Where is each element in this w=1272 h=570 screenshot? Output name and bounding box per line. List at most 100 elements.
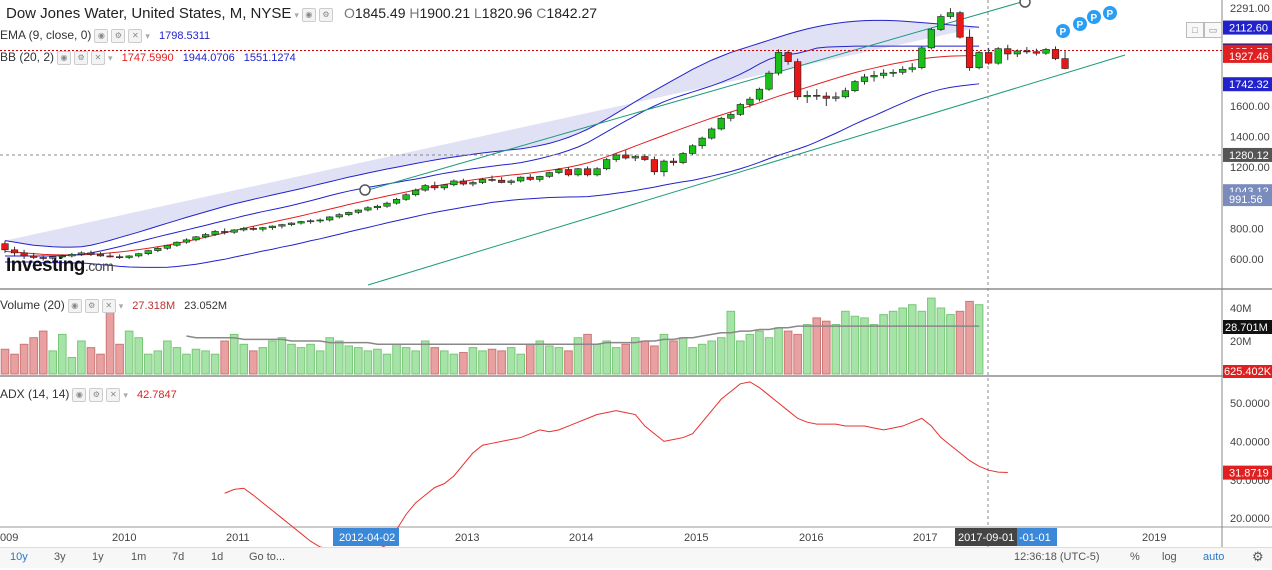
volume-bar: [363, 350, 373, 375]
time-tick-label: 2010: [112, 532, 136, 544]
volume-bar: [105, 310, 115, 375]
range-7d[interactable]: 7d: [172, 551, 185, 563]
candle-body: [631, 156, 639, 159]
price-badge-label: 1280.12: [1229, 150, 1269, 162]
volume-bar: [315, 350, 325, 375]
minimize-icon[interactable]: ▭: [1204, 22, 1222, 38]
volume-bar: [860, 317, 869, 375]
volume-bar: [611, 347, 621, 375]
chevron-down-icon[interactable]: ▾: [118, 301, 124, 311]
dividend-marker-label: P: [1107, 9, 1114, 20]
volume-bar: [306, 343, 315, 375]
high-value: 1900.21: [419, 5, 471, 21]
range-1m[interactable]: 1m: [131, 551, 147, 563]
volume-bar: [29, 337, 38, 375]
close-icon[interactable]: ✕: [106, 388, 121, 403]
candle-body: [975, 52, 983, 69]
candle-body: [946, 12, 955, 17]
ema-legend[interactable]: EMA (9, close, 0) ◉ ⚙ ✕ ▾ 1798.5311: [0, 28, 210, 44]
candle-body: [478, 179, 487, 183]
bb-legend[interactable]: BB (20, 2) ◉ ⚙ ✕ ▾ 1747.5990 1944.0706 1551.…: [0, 50, 296, 66]
candle-body: [354, 209, 362, 213]
chevron-down-icon[interactable]: ▾: [123, 390, 128, 400]
chevron-down-icon[interactable]: ▾: [294, 10, 299, 20]
settings-icon[interactable]: ⚙: [74, 51, 89, 66]
candle-body: [937, 16, 945, 30]
time-highlight-start-label: 2012-04-02: [339, 532, 395, 544]
volume-bar: [631, 337, 640, 375]
price-badge-label: 1927.46: [1229, 51, 1269, 63]
range-3y[interactable]: 3y: [54, 551, 66, 563]
goto-button[interactable]: Go to...: [249, 551, 286, 563]
gear-icon[interactable]: ⚙: [1252, 549, 1264, 564]
candle-body: [669, 160, 678, 163]
candle-body: [717, 117, 725, 130]
candle-body: [278, 224, 286, 227]
close-icon[interactable]: ✕: [101, 299, 116, 314]
candle-body: [488, 179, 496, 181]
adx-badge: [1223, 465, 1272, 480]
candle-body: [335, 214, 343, 218]
percent-toggle[interactable]: %: [1130, 551, 1140, 563]
volume-badge-label: 625.402K: [1224, 366, 1272, 378]
candle-body: [622, 154, 630, 159]
chevron-down-icon[interactable]: ▾: [145, 31, 150, 41]
volume-bar: [334, 340, 344, 375]
candle-body: [469, 182, 477, 185]
trend-handle: [1019, 0, 1031, 8]
range-10y[interactable]: 10y: [10, 551, 28, 563]
eye-icon[interactable]: ◉: [57, 51, 72, 66]
close-icon[interactable]: ✕: [91, 51, 106, 66]
time-highlight-crosshair: [955, 528, 1017, 546]
volume-bar: [191, 348, 201, 375]
clock-readout[interactable]: 12:36:18 (UTC-5): [1014, 551, 1100, 563]
candle-body: [784, 52, 792, 62]
settings-icon[interactable]: ⚙: [84, 299, 99, 314]
settings-icon[interactable]: ⚙: [318, 8, 333, 23]
candle-body: [116, 256, 124, 259]
volume-bar: [19, 343, 29, 375]
bb-median-value: 1747.5990: [121, 52, 174, 64]
adx-legend[interactable]: ADX (14, 14) ◉ ⚙ ✕ ▾ 42.7847: [0, 387, 177, 403]
volume-bar: [525, 343, 535, 375]
dividend-marker: [1087, 10, 1101, 24]
candle-body: [87, 252, 95, 255]
eye-icon[interactable]: ◉: [94, 29, 109, 44]
candle-body: [507, 180, 515, 183]
range-1d[interactable]: 1d: [211, 551, 224, 563]
time-tick-label: 2011: [226, 532, 250, 544]
candle-body: [822, 95, 830, 99]
price-tick-label: 1400.00: [1230, 132, 1270, 144]
range-1y[interactable]: 1y: [92, 551, 104, 563]
volume-bar: [153, 350, 163, 375]
eye-icon[interactable]: ◉: [301, 8, 316, 23]
candle-body: [794, 61, 802, 98]
volume-legend[interactable]: Volume (20) ◉ ⚙ ✕ ▾ 27.318M 23.052M: [0, 298, 227, 314]
auto-toggle[interactable]: auto: [1203, 551, 1225, 563]
log-toggle[interactable]: log: [1162, 551, 1177, 563]
volume-bar: [755, 330, 764, 375]
volume-bar: [172, 347, 182, 375]
candle-body: [125, 255, 133, 258]
maximize-icon[interactable]: □: [1186, 22, 1204, 38]
candle-body: [106, 255, 114, 258]
chevron-down-icon[interactable]: ▾: [108, 53, 113, 63]
adx-name: ADX (14, 14): [0, 387, 70, 401]
dividend-marker: [1056, 24, 1070, 38]
dividend-marker: [1103, 6, 1117, 20]
eye-icon[interactable]: ◉: [67, 299, 82, 314]
eye-icon[interactable]: ◉: [72, 388, 87, 403]
adx-tick-label: 40.0000: [1230, 436, 1270, 448]
settings-icon[interactable]: ⚙: [89, 388, 104, 403]
candle-body: [574, 168, 582, 176]
candle-body: [1, 243, 9, 251]
settings-icon[interactable]: ⚙: [111, 29, 126, 44]
price-badge: [1223, 48, 1272, 63]
close-icon[interactable]: ✕: [128, 29, 143, 44]
candle-body: [249, 228, 257, 230]
candle-body: [698, 137, 706, 147]
candle-body: [421, 185, 429, 191]
volume-bar: [917, 310, 927, 375]
